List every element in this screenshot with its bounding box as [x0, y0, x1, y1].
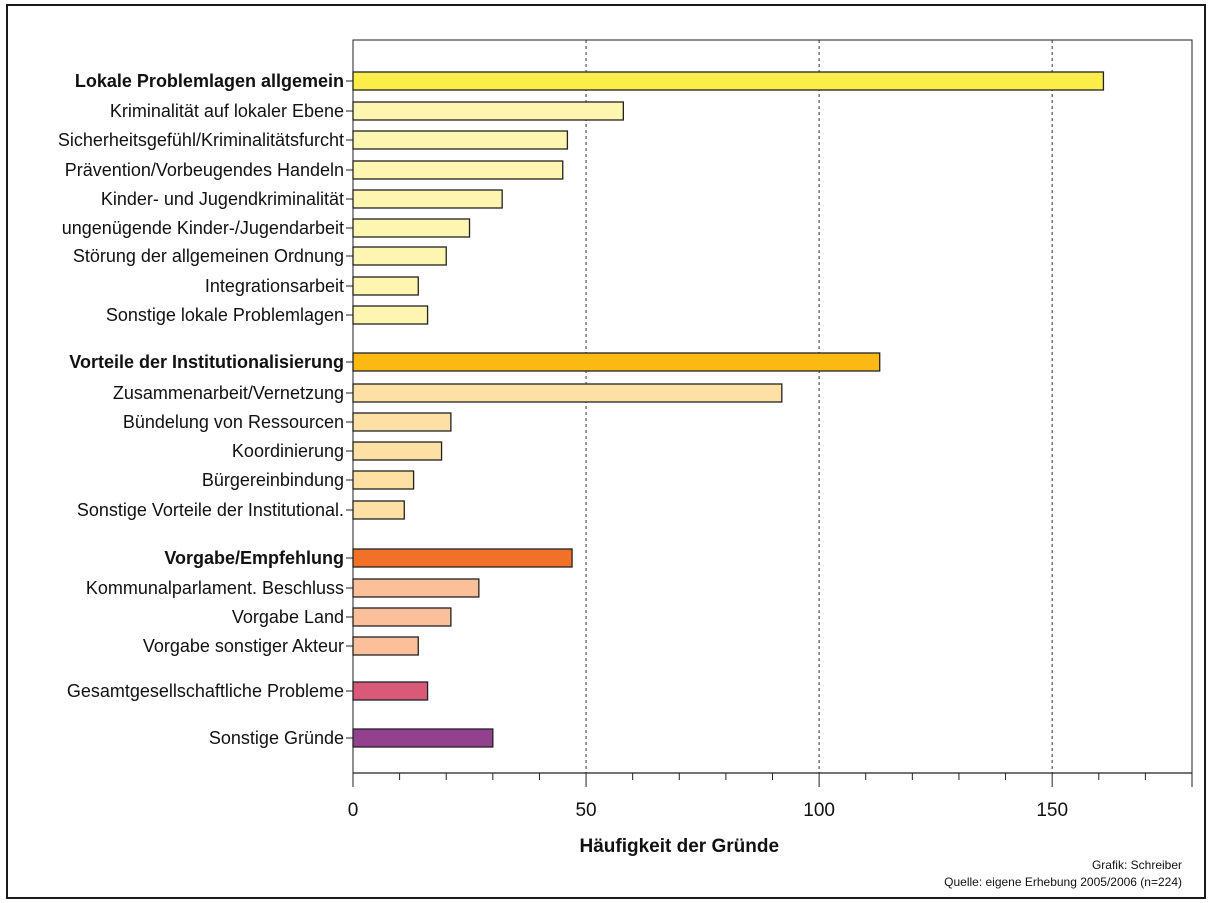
bar: [352, 548, 573, 568]
bar: [352, 160, 564, 180]
category-label: Sonstige Gründe: [209, 728, 344, 748]
chart-frame: 0 50 100 150 Häufigkeit der Gründe Lokale Pro…: [6, 4, 1206, 899]
bar: [352, 218, 471, 238]
bar: [352, 276, 419, 296]
category-label: Störung der allgemeinen Ordnung: [73, 246, 344, 266]
x-tick-label: 100: [803, 800, 835, 821]
category-label: Vorteile der Institutionalisierung: [69, 352, 344, 372]
bar: [352, 500, 405, 520]
bar: [352, 470, 415, 490]
category-label: Kriminalität auf lokaler Ebene: [110, 101, 344, 121]
bar: [352, 246, 447, 266]
credit-author: Grafik: Schreiber: [1091, 858, 1182, 872]
category-label: Vorgabe sonstiger Akteur: [143, 636, 344, 656]
bar: [352, 189, 503, 209]
plot-border: [352, 39, 1193, 773]
bar: [352, 412, 452, 432]
bar: [352, 636, 419, 656]
x-axis-title: Häufigkeit der Gründe: [580, 836, 780, 857]
category-label: Sonstige lokale Problemlagen: [106, 305, 344, 325]
bar: [352, 383, 783, 403]
category-label: ungenügende Kinder-/Jugendarbeit: [62, 218, 344, 238]
bar: [352, 352, 881, 372]
bar: [352, 681, 429, 701]
category-label: Kinder- und Jugendkriminalität: [101, 189, 344, 209]
category-label: Bündelung von Ressourcen: [123, 412, 344, 432]
category-label: Vorgabe Land: [232, 607, 344, 627]
credit-source: Quelle: eigene Erhebung 2005/2006 (n=224…: [944, 875, 1182, 889]
x-tick-label: 0: [348, 800, 359, 821]
bar: [352, 578, 480, 598]
category-label: Lokale Problemlagen allgemein: [75, 71, 344, 91]
category-label: Bürgereinbindung: [202, 470, 344, 490]
bar-chart: 0 50 100 150 Häufigkeit der Gründe Lokale Pro…: [58, 39, 1193, 857]
category-label: Sicherheitsgefühl/Kriminalitätsfurcht: [58, 130, 344, 150]
category-label: Gesamtgesellschaftliche Probleme: [67, 681, 344, 701]
bar: [352, 305, 429, 325]
bar: [352, 607, 452, 627]
x-tick-label: 50: [575, 800, 596, 821]
category-label: Integrationsarbeit: [205, 276, 344, 296]
category-label: Koordinierung: [232, 441, 344, 461]
category-label: Kommunalparlament. Beschluss: [86, 578, 344, 598]
category-label: Vorgabe/Empfehlung: [164, 548, 344, 568]
bar: [352, 130, 569, 150]
category-label: Zusammenarbeit/Vernetzung: [113, 383, 344, 403]
bar: [352, 101, 624, 121]
bar: [352, 441, 443, 461]
category-label: Sonstige Vorteile der Institutional.: [77, 500, 344, 520]
x-tick-label: 150: [1036, 800, 1068, 821]
bar: [352, 71, 1105, 91]
bar: [352, 728, 494, 748]
category-label: Prävention/Vorbeugendes Handeln: [65, 160, 344, 180]
